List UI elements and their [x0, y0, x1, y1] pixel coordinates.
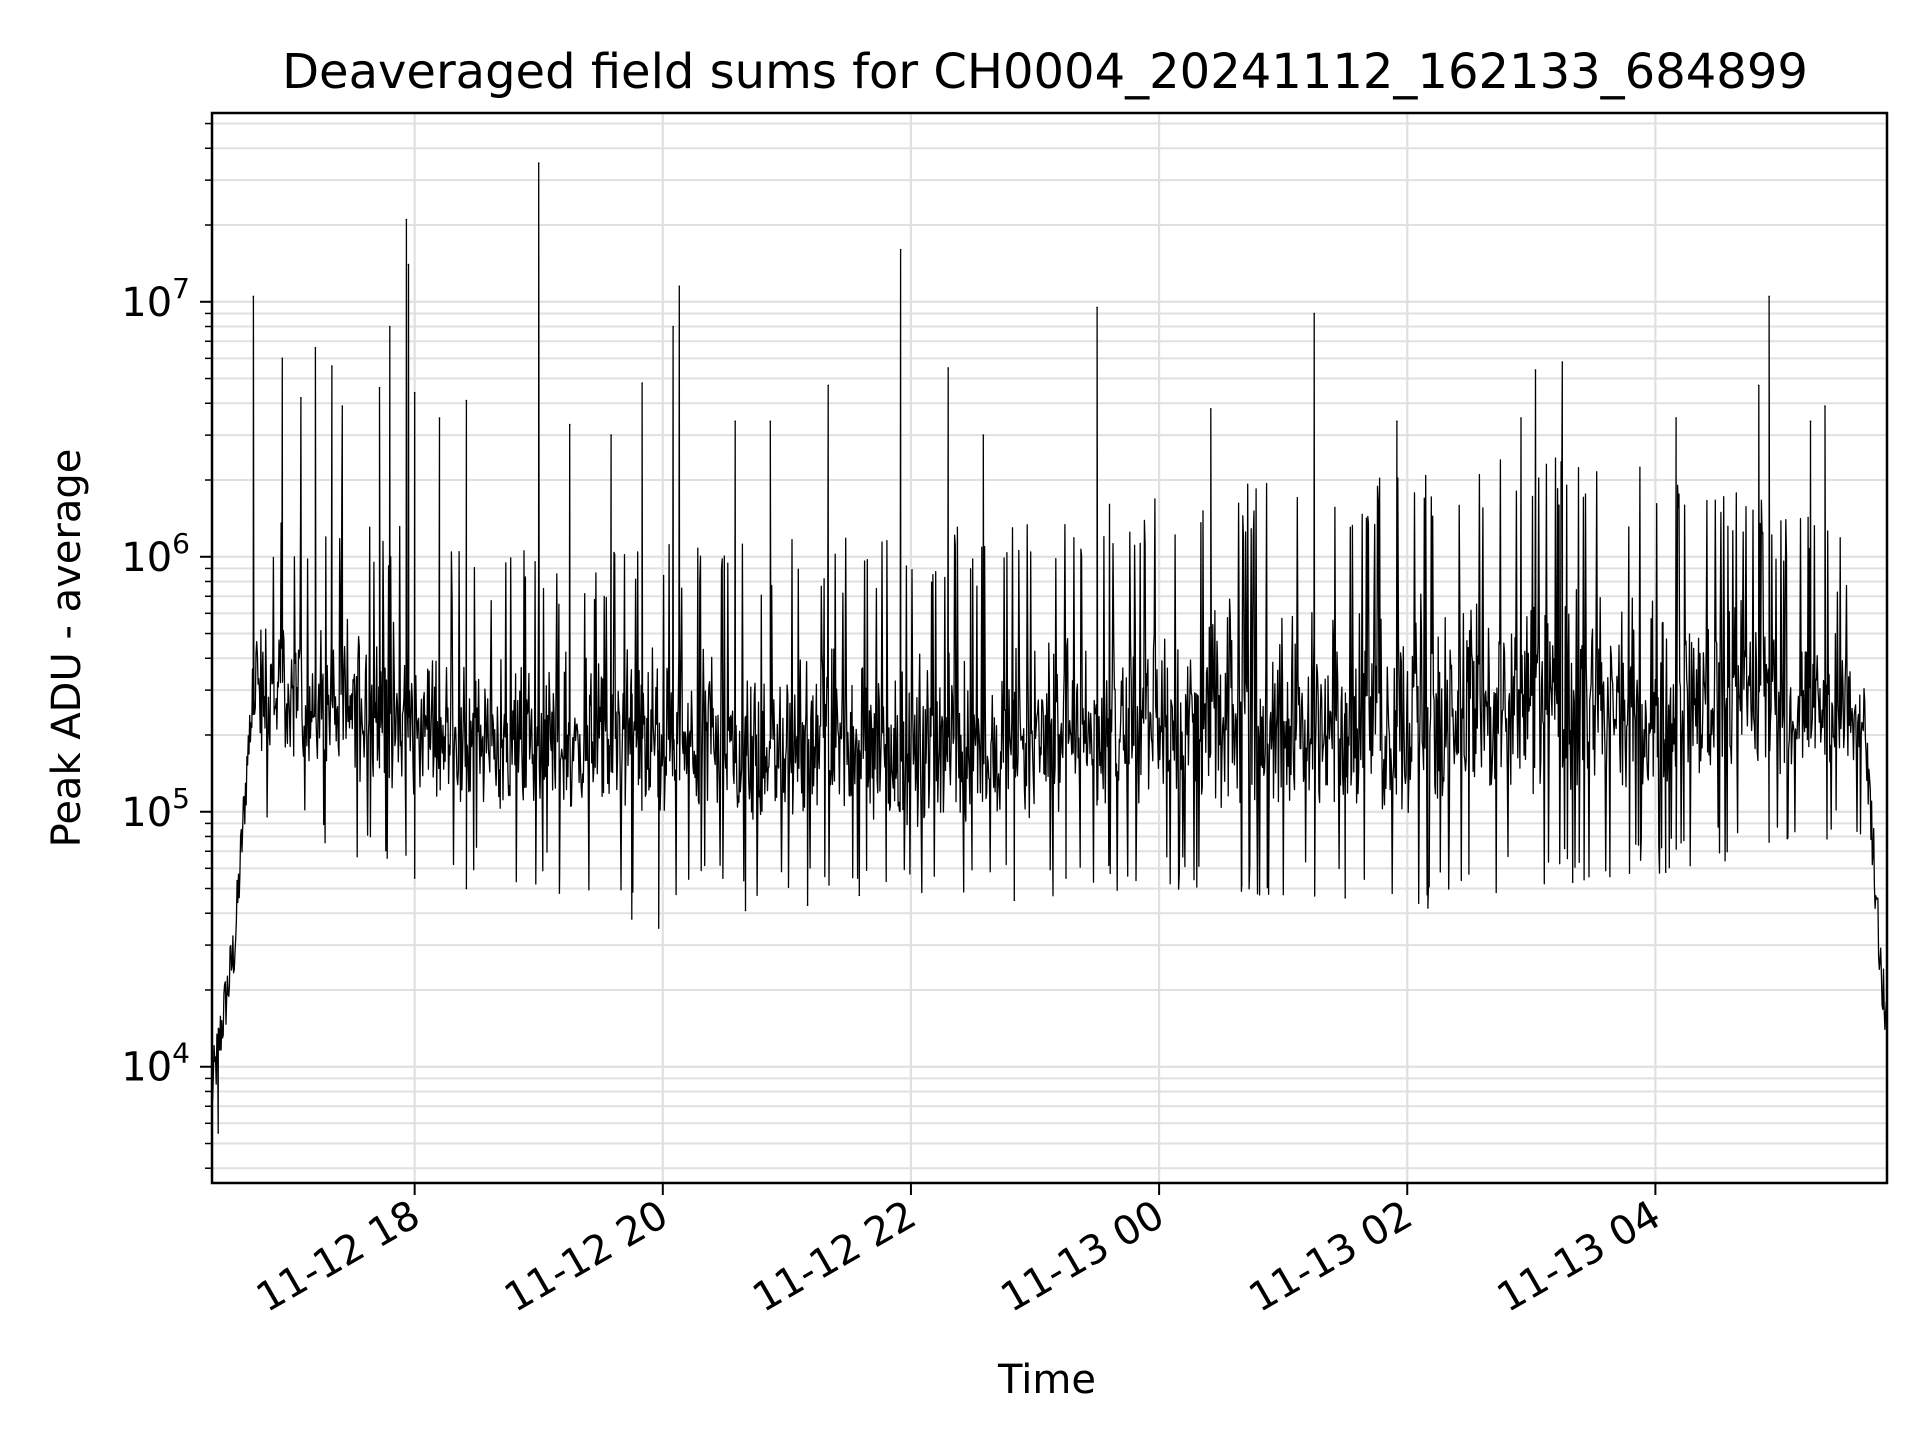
spike-point: [1809, 420, 1812, 423]
spike-point: [947, 367, 949, 369]
spike-point: [438, 417, 441, 419]
series-line: [211, 162, 1888, 1134]
dip-point: [465, 887, 468, 890]
y-tick-label: 104: [121, 1037, 190, 1091]
spike-point: [1675, 417, 1677, 419]
dip-point: [413, 877, 416, 879]
dip-point: [217, 1132, 220, 1134]
chart-title: Deaveraged field sums for CH0004_2024111…: [282, 44, 1808, 100]
dip-point: [1065, 877, 1067, 879]
spike-point: [1520, 417, 1522, 419]
spike-point: [407, 263, 410, 266]
spike-point: [672, 325, 674, 328]
spike-point: [568, 423, 571, 426]
spike-point: [827, 384, 830, 387]
spike-point: [300, 397, 302, 399]
dip-point: [1571, 881, 1574, 883]
spike-point: [314, 346, 317, 349]
dip-point: [806, 904, 809, 907]
dip-point: [1344, 896, 1347, 899]
dip-point: [1241, 883, 1243, 885]
spike-point: [341, 405, 344, 407]
dip-point: [630, 918, 633, 920]
dip-point: [858, 894, 861, 897]
spike-point: [899, 248, 902, 251]
dip-point: [558, 892, 561, 894]
spike-point: [1313, 312, 1315, 315]
spike-point: [413, 391, 416, 394]
spike-point: [610, 434, 612, 436]
spike-point: [1209, 408, 1212, 410]
spike-point: [1396, 420, 1398, 423]
dip-point: [1427, 907, 1429, 909]
spike-point: [641, 382, 643, 384]
spike-point: [389, 325, 391, 328]
spike-point: [378, 386, 381, 389]
spike-point: [331, 365, 333, 367]
dip-point: [1664, 871, 1667, 873]
spike-point: [1757, 384, 1760, 387]
spike-point: [465, 399, 468, 402]
series-path: [211, 162, 1888, 1134]
spike-point: [252, 295, 255, 298]
y-tick-label: 106: [121, 527, 190, 581]
y-axis-label: Peak ADU - average: [44, 449, 90, 848]
spike-point: [769, 420, 772, 423]
spike-point: [405, 218, 408, 221]
y-tick-label: 107: [121, 272, 190, 326]
spike-point: [537, 162, 540, 164]
x-axis-label: Time: [997, 1357, 1096, 1403]
spike-point: [1534, 369, 1537, 371]
y-axis: 104 105 106 107: [121, 122, 212, 1169]
spike-point: [982, 434, 985, 436]
spike-point: [734, 420, 736, 423]
y-tick-label: 105: [121, 782, 190, 836]
spike-point: [281, 357, 284, 360]
dip-point: [744, 909, 747, 912]
spike-point: [1824, 405, 1826, 407]
spike-point: [1096, 306, 1098, 309]
spike-point: [678, 285, 681, 288]
grid: [212, 113, 1887, 1183]
dip-point: [1013, 899, 1016, 901]
dip-point: [657, 927, 660, 929]
plot-frame: [210, 111, 1889, 1185]
spike-point: [1768, 295, 1770, 298]
spike-point: [1561, 361, 1564, 363]
